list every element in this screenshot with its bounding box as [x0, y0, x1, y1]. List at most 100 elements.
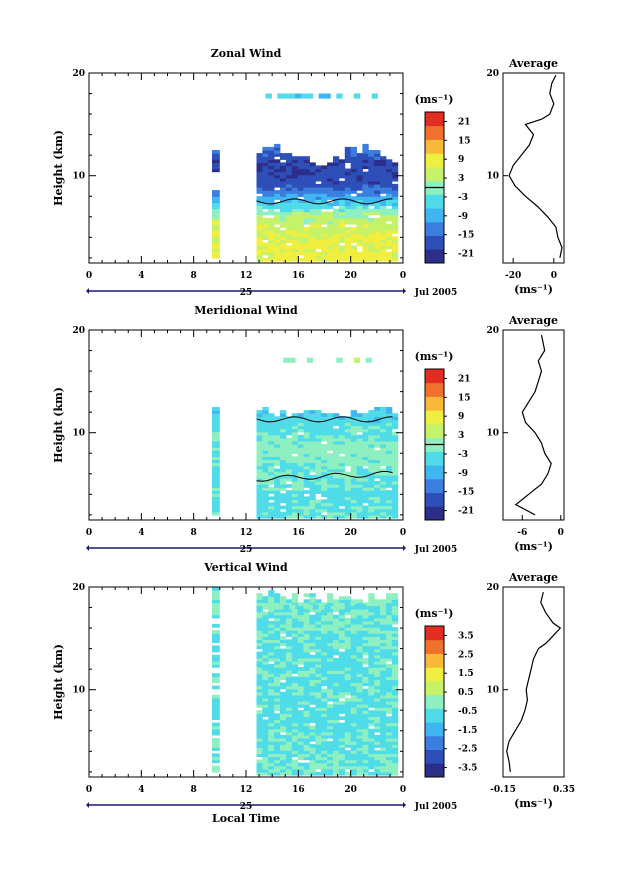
- heatmap-cell: [391, 614, 399, 619]
- heatmap-cell: [380, 434, 387, 439]
- heatmap-cell: [356, 651, 363, 656]
- heatmap-cell: [212, 471, 220, 476]
- heatmap-cell: [374, 617, 381, 622]
- colorbar-tick-label: -15: [458, 488, 474, 498]
- heatmap-cell: [333, 242, 340, 247]
- heatmap-cell: [274, 617, 281, 622]
- x-tick-label: 4: [138, 271, 144, 281]
- heatmap-cell: [380, 673, 387, 677]
- heatmap-cell: [297, 174, 304, 179]
- heatmap-cell: [386, 694, 393, 699]
- heatmap-cell: [344, 599, 352, 603]
- heatmap-cell: [303, 180, 310, 185]
- heatmap-cell: [285, 670, 293, 674]
- heatmap-cell: [321, 679, 328, 684]
- heatmap-cell: [309, 410, 316, 414]
- heatmap-cell: [297, 168, 304, 173]
- heatmap-cell: [380, 257, 387, 262]
- heatmap-cell: [380, 487, 387, 491]
- heatmap-cell: [391, 456, 399, 460]
- heatmap-cell: [291, 753, 299, 758]
- heatmap-cell: [303, 648, 310, 653]
- heatmap-cell: [374, 174, 381, 179]
- heatmap-cell: [321, 444, 328, 448]
- heatmap-cell: [297, 193, 304, 197]
- heatmap-cell: [262, 428, 269, 433]
- heatmap-cell: [274, 608, 281, 613]
- heatmap-cell: [321, 762, 328, 767]
- heatmap-cell: [256, 180, 263, 185]
- heatmap-cell: [321, 651, 328, 656]
- contour-line: [256, 416, 393, 423]
- heatmap-cell: [212, 245, 220, 250]
- heatmap-cell: [338, 704, 346, 708]
- heatmap-cell: [380, 410, 387, 414]
- heatmap-cell: [321, 514, 328, 519]
- heatmap-cell: [374, 688, 381, 693]
- heatmap-cell: [356, 453, 363, 457]
- heatmap-cell: [374, 750, 381, 754]
- avg-y-tick-label: 20: [486, 326, 499, 336]
- heatmap-cell: [386, 462, 393, 467]
- heatmap-cell: [386, 484, 393, 488]
- heatmap-cell: [315, 722, 322, 727]
- heatmap-cell: [374, 630, 381, 634]
- heatmap-cell: [327, 484, 334, 488]
- heatmap-cell: [374, 633, 381, 637]
- heatmap-cell: [380, 660, 387, 665]
- heatmap-cell: [291, 734, 299, 739]
- heatmap-cell: [256, 493, 263, 497]
- heatmap-cell: [268, 481, 275, 485]
- heatmap-cell: [391, 239, 399, 244]
- heatmap-cell: [386, 505, 393, 510]
- heatmap-cell: [268, 205, 275, 210]
- heatmap-cell: [391, 236, 399, 240]
- heatmap-cell: [256, 239, 263, 244]
- heatmap-cell: [309, 499, 316, 504]
- heatmap-cell: [391, 416, 399, 420]
- heatmap-cell: [333, 657, 340, 662]
- heatmap-cell: [386, 624, 393, 628]
- heatmap-cell: [309, 416, 316, 420]
- heatmap-cell: [344, 713, 352, 717]
- heatmap-cell: [268, 645, 275, 650]
- heatmap-cell: [303, 511, 310, 516]
- heatmap-cell: [356, 217, 363, 222]
- heatmap-cell: [303, 728, 310, 733]
- heatmap-cell: [303, 477, 310, 482]
- colorbar-tick-label: -3.5: [458, 764, 477, 774]
- heatmap-cell: [344, 459, 352, 464]
- heatmap-cell: [309, 211, 316, 216]
- heatmap-cell: [315, 599, 322, 603]
- heatmap-cell: [368, 245, 375, 250]
- heatmap-cell: [368, 190, 375, 194]
- heatmap-cell: [386, 593, 393, 597]
- heatmap-cell: [356, 422, 363, 427]
- heatmap-cell: [386, 183, 393, 188]
- heatmap-cell: [212, 227, 220, 231]
- heatmap-cell: [291, 257, 299, 262]
- heatmap-cell: [321, 756, 328, 761]
- heatmap-cell: [291, 493, 299, 497]
- heatmap-cell: [362, 156, 369, 160]
- heatmap-cell: [212, 731, 220, 736]
- heatmap-cell: [380, 716, 387, 721]
- heatmap-cell: [309, 765, 316, 770]
- heatmap-cell: [386, 679, 393, 684]
- heatmap-cell: [280, 450, 287, 454]
- heatmap-cell: [333, 434, 340, 439]
- heatmap-cell: [333, 710, 340, 714]
- heatmap-cell: [285, 734, 293, 739]
- heatmap-cell: [291, 738, 299, 742]
- heatmap-cell: [333, 756, 340, 761]
- heatmap-cell: [291, 437, 299, 442]
- heatmap-cell: [386, 741, 393, 745]
- heatmap-cell: [321, 719, 328, 724]
- heatmap-cell: [297, 447, 304, 451]
- heatmap-cell: [303, 196, 310, 200]
- heatmap-cell: [274, 765, 281, 770]
- heatmap-cell: [338, 728, 346, 733]
- colorbar-swatch: [425, 112, 444, 127]
- heatmap-cell: [285, 716, 293, 721]
- heatmap-cell: [391, 651, 399, 656]
